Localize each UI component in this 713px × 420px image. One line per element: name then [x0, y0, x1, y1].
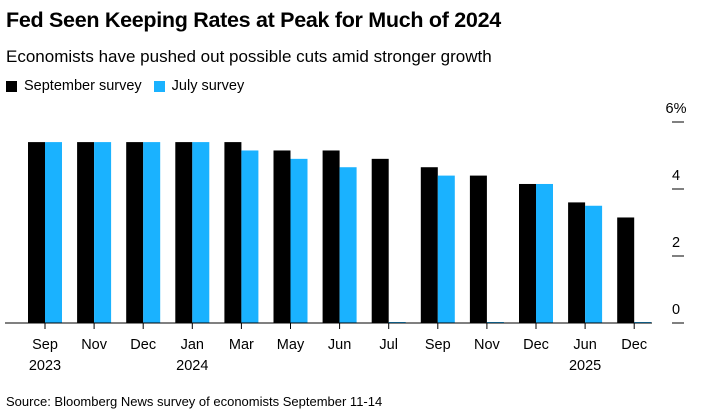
x-tick-label-9: Nov	[474, 337, 501, 353]
x-tick-year-0: 2023	[29, 358, 61, 374]
bar-july-10	[536, 183, 553, 323]
bar-september-3	[175, 142, 193, 323]
chart-legend: September survey July survey	[6, 78, 256, 94]
x-tick-year-3: 2024	[176, 358, 208, 374]
bar-july-2	[143, 142, 161, 323]
bar-september-1	[77, 142, 95, 323]
x-tick-label-8: Sep	[425, 337, 451, 353]
bar-july-1	[94, 142, 112, 323]
legend-swatch-july	[153, 80, 165, 92]
x-tick-label-3: Jan	[181, 337, 204, 353]
bar-july-6	[339, 167, 357, 323]
bar-september-4	[224, 142, 242, 323]
y-tick-label-6: 6%	[666, 101, 687, 117]
bar-september-12	[617, 217, 635, 323]
bar-july-5	[290, 158, 308, 323]
bar-september-6	[322, 150, 340, 323]
x-tick-label-6: Jun	[328, 337, 351, 353]
x-tick-label-4: Mar	[229, 337, 254, 353]
legend-swatch-september	[6, 80, 17, 92]
bar-july-8	[437, 175, 455, 323]
source-note: Source: Bloomberg News survey of economi…	[6, 394, 383, 409]
bar-september-11	[568, 202, 586, 323]
x-tick-label-0: Sep	[32, 337, 58, 353]
legend-item-july: July survey	[153, 78, 245, 94]
y-tick-label-0: 0	[672, 302, 680, 318]
chart-subtitle: Economists have pushed out possible cuts…	[6, 47, 492, 66]
x-tick-label-2: Dec	[130, 337, 156, 353]
x-tick-label-10: Dec	[523, 337, 549, 353]
bar-september-2	[126, 142, 144, 323]
bar-september-0	[28, 142, 45, 323]
x-tick-label-5: May	[277, 337, 305, 353]
bar-september-8	[420, 167, 438, 323]
y-tick-label-2: 2	[672, 235, 680, 251]
x-tick-label-11: Jun	[573, 337, 596, 353]
x-tick-label-1: Nov	[81, 337, 108, 353]
x-tick-label-7: Jul	[379, 337, 398, 353]
legend-label-july: July survey	[171, 78, 245, 94]
chart-title: Fed Seen Keeping Rates at Peak for Much …	[6, 8, 501, 32]
bar-september-7	[371, 158, 389, 323]
bar-july-0	[45, 142, 62, 323]
bar-september-9	[469, 175, 487, 323]
bar-july-3	[192, 142, 210, 323]
x-tick-year-11: 2025	[569, 358, 601, 374]
legend-item-september: September survey	[6, 78, 142, 94]
bar-july-4	[241, 150, 259, 323]
bar-september-5	[273, 150, 291, 323]
y-tick-label-4: 4	[672, 168, 680, 184]
legend-label-september: September survey	[24, 78, 142, 94]
x-tick-label-12: Dec	[621, 337, 647, 353]
bar-july-11	[585, 205, 603, 323]
bar-september-10	[519, 183, 536, 323]
